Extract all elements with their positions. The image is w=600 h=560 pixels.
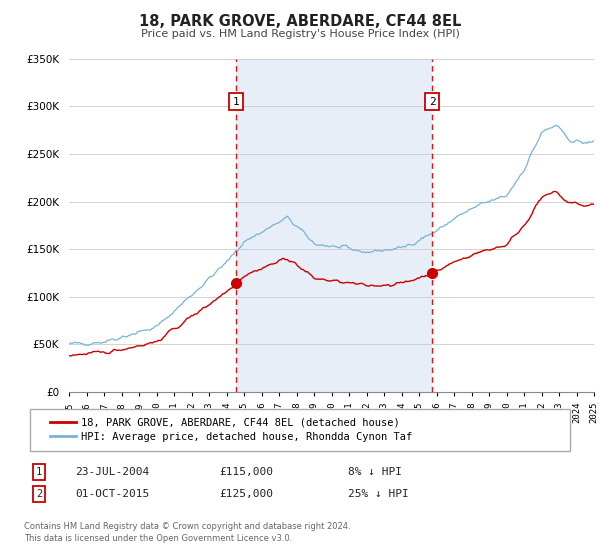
Text: 01-OCT-2015: 01-OCT-2015 xyxy=(75,489,149,499)
Text: Price paid vs. HM Land Registry's House Price Index (HPI): Price paid vs. HM Land Registry's House … xyxy=(140,29,460,39)
Bar xyxy=(236,59,432,392)
Text: £115,000: £115,000 xyxy=(219,467,273,477)
Text: 2: 2 xyxy=(429,97,436,106)
Text: 23-JUL-2004: 23-JUL-2004 xyxy=(75,467,149,477)
Text: Contains HM Land Registry data © Crown copyright and database right 2024.: Contains HM Land Registry data © Crown c… xyxy=(24,522,350,531)
Text: £125,000: £125,000 xyxy=(219,489,273,499)
Text: 8% ↓ HPI: 8% ↓ HPI xyxy=(348,467,402,477)
Text: 18, PARK GROVE, ABERDARE, CF44 8EL: 18, PARK GROVE, ABERDARE, CF44 8EL xyxy=(139,14,461,29)
Text: This data is licensed under the Open Government Licence v3.0.: This data is licensed under the Open Gov… xyxy=(24,534,292,543)
FancyBboxPatch shape xyxy=(30,409,570,451)
Text: 1: 1 xyxy=(233,97,239,106)
Text: 25% ↓ HPI: 25% ↓ HPI xyxy=(348,489,409,499)
Text: 2: 2 xyxy=(36,489,42,499)
Legend: 18, PARK GROVE, ABERDARE, CF44 8EL (detached house), HPI: Average price, detache: 18, PARK GROVE, ABERDARE, CF44 8EL (deta… xyxy=(46,413,417,446)
Text: 1: 1 xyxy=(36,467,42,477)
